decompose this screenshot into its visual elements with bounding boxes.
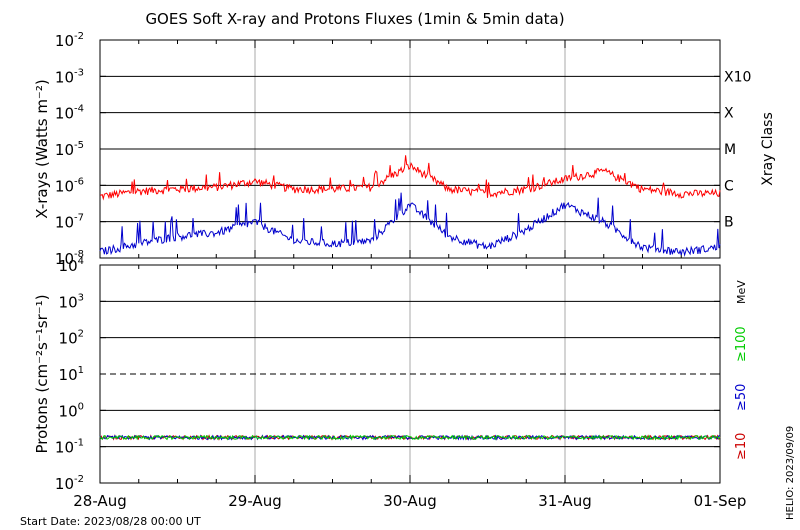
start-date-label: Start Date: 2023/08/28 00:00 UT bbox=[20, 515, 201, 528]
proton-y-tick-label: 101 bbox=[59, 365, 84, 384]
xray-y-tick-label: 10-7 bbox=[55, 213, 84, 232]
xray-y-tick-label: 10-4 bbox=[55, 104, 84, 123]
proton-y-axis-label: Protons (cm⁻²s⁻¹sr⁻¹) bbox=[33, 294, 51, 453]
energy-unit-label: MeV bbox=[735, 280, 748, 304]
proton-y-tick-label: 104 bbox=[59, 256, 84, 275]
footer-credit: HELIO: 2023/09/09 bbox=[785, 426, 796, 520]
xray-class-label: X bbox=[724, 106, 734, 122]
xray-y-tick-label: 10-2 bbox=[55, 31, 84, 50]
xray-y-axis-label: X-rays (Watts m⁻²) bbox=[33, 79, 51, 218]
energy-channel-label: ≥50 bbox=[734, 384, 749, 411]
xray-y-tick-label: 10-5 bbox=[55, 140, 84, 159]
xray-class-label: C bbox=[724, 178, 734, 194]
x-tick-label: 29-Aug bbox=[228, 492, 281, 510]
proton-y-tick-label: 10-1 bbox=[55, 438, 84, 457]
energy-channel-label: ≥100 bbox=[734, 326, 749, 362]
xray-panel: 10-2 10-3 10-4 10-5 10-6 10-7 10-8 X-rays (Watt… bbox=[33, 31, 776, 268]
x-tick-label: 01-Sep bbox=[694, 492, 747, 510]
xray-class-axis-label: Xray Class bbox=[760, 112, 776, 186]
xray-series-line bbox=[99, 192, 721, 257]
proton-y-tick-label: 102 bbox=[59, 329, 84, 348]
xray-class-label: M bbox=[724, 142, 736, 158]
x-tick-label: 31-Aug bbox=[538, 492, 591, 510]
xray-y-tick-label: 10-6 bbox=[55, 176, 84, 195]
proton-y-tick-label: 100 bbox=[59, 401, 84, 420]
energy-channel-label: ≥10 bbox=[734, 433, 749, 460]
xray-class-label: X10 bbox=[724, 69, 751, 85]
proton-y-tick-label: 10-2 bbox=[55, 474, 84, 493]
proton-panel: 104 103 102 101 100 10-1 10-2 Protons (cm⁻²s⁻¹s… bbox=[33, 256, 749, 510]
xray-y-tick-label: 10-8 bbox=[55, 249, 84, 268]
proton-series-line bbox=[99, 434, 721, 441]
x-tick-label: 28-Aug bbox=[73, 492, 126, 510]
chart-title: GOES Soft X-ray and Protons Fluxes (1min… bbox=[145, 10, 564, 28]
xray-series-line bbox=[100, 155, 721, 201]
proton-series-line bbox=[99, 434, 721, 441]
xray-class-label: B bbox=[724, 215, 734, 231]
proton-y-tick-label: 103 bbox=[59, 292, 84, 311]
x-tick-label: 30-Aug bbox=[383, 492, 436, 510]
xray-y-tick-label: 10-3 bbox=[55, 67, 84, 86]
